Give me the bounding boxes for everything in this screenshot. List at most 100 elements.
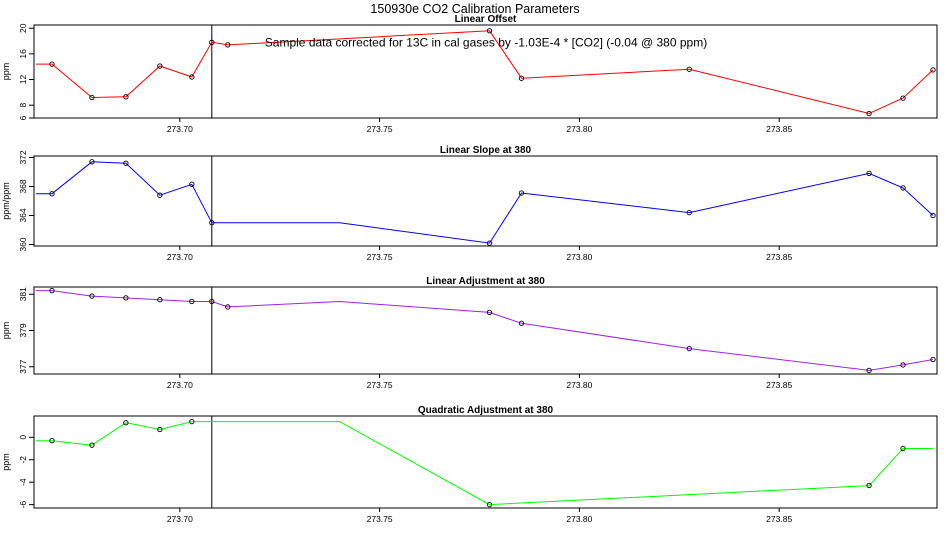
data-point xyxy=(209,220,215,226)
series-line xyxy=(36,30,934,115)
y-tick-label: 372 xyxy=(18,150,28,164)
data-point xyxy=(49,287,55,294)
y-tick-label: 0 xyxy=(18,435,28,440)
x-tick-label: 273.70 xyxy=(167,514,193,524)
y-tick-label: 20 xyxy=(18,23,28,33)
y-tick-label: -4 xyxy=(18,478,28,486)
data-point xyxy=(900,362,906,368)
x-tick-label: 273.70 xyxy=(167,380,193,390)
data-point xyxy=(89,94,95,101)
data-point xyxy=(686,209,692,216)
y-tick-label: 12 xyxy=(18,75,28,85)
y-tick-label: 377 xyxy=(18,359,28,373)
x-tick-label: 273.80 xyxy=(566,514,592,524)
x-tick-label: 273.75 xyxy=(367,124,393,134)
data-point xyxy=(189,181,195,187)
data-point xyxy=(225,42,231,48)
plot-frame xyxy=(33,155,938,247)
x-tick-label: 273.85 xyxy=(766,380,792,390)
x-tick-label: 273.75 xyxy=(367,380,393,390)
y-tick-label: 6 xyxy=(18,115,28,120)
data-point xyxy=(89,293,95,299)
data-point xyxy=(123,420,129,426)
y-tick-label: 379 xyxy=(18,323,28,337)
figure-title: 150930e CO2 Calibration Parameters xyxy=(370,2,579,16)
data-point xyxy=(866,110,872,117)
y-axis-label: ppm xyxy=(1,63,11,81)
data-point xyxy=(900,445,906,452)
data-point xyxy=(157,192,163,198)
series-line xyxy=(36,421,933,506)
data-point xyxy=(518,320,525,326)
data-point xyxy=(486,240,493,246)
panel-title: Linear Adjustment at 380 xyxy=(426,276,545,287)
data-point xyxy=(157,63,163,69)
y-axis-label: ppm/ppm xyxy=(1,182,11,220)
data-point xyxy=(123,160,129,166)
x-tick-label: 273.70 xyxy=(167,252,193,262)
y-tick-label: 8 xyxy=(18,103,28,108)
linear-adjustment-panel: Linear Adjustment at 380 ppm 377 379 381 273.… xyxy=(1,276,938,390)
data-point xyxy=(225,304,231,310)
data-point xyxy=(49,438,55,444)
data-point xyxy=(866,482,872,489)
x-tick-label: 273.70 xyxy=(167,124,193,134)
linear-offset-panel: Linear Offset ppm 6 8 12 16 20 273.70 273.75 273.… xyxy=(1,14,938,134)
data-point xyxy=(157,426,163,433)
chart-panels: Linear Offset ppm 6 8 12 16 20 273.70 273.75 273.… xyxy=(1,14,938,524)
panel-title: Quadratic Adjustment at 380 xyxy=(418,405,554,416)
data-point xyxy=(518,75,525,81)
data-point xyxy=(209,39,215,45)
y-tick-label: 16 xyxy=(18,49,28,59)
data-point xyxy=(900,95,906,101)
plot-frame xyxy=(33,24,938,119)
data-point xyxy=(189,298,195,305)
data-point xyxy=(900,185,906,191)
data-point xyxy=(89,442,95,448)
x-tick-label: 273.75 xyxy=(367,252,393,262)
data-point xyxy=(930,356,936,363)
data-point xyxy=(518,190,525,196)
annotation-text: Sample data corrected for 13C in cal gas… xyxy=(265,36,707,50)
y-tick-label: -2 xyxy=(18,456,28,464)
y-axis-label: ppm xyxy=(1,453,11,471)
x-tick-label: 273.85 xyxy=(766,124,792,134)
series-line xyxy=(36,161,934,244)
data-point xyxy=(49,61,55,67)
data-point xyxy=(123,295,129,301)
data-point xyxy=(486,501,493,508)
data-point xyxy=(89,159,95,165)
data-point xyxy=(189,418,195,425)
data-point xyxy=(189,74,195,80)
data-point xyxy=(686,66,692,72)
x-tick-label: 273.85 xyxy=(766,252,792,262)
x-tick-label: 273.80 xyxy=(566,252,592,262)
data-point xyxy=(930,212,936,219)
data-point xyxy=(209,298,215,305)
y-tick-label: 360 xyxy=(18,237,28,251)
x-tick-label: 273.85 xyxy=(766,514,792,524)
series-line xyxy=(36,290,934,371)
data-point xyxy=(157,297,163,303)
data-point xyxy=(866,367,872,374)
linear-slope-panel: Linear Slope at 380 ppm/ppm 360 364 368 372 27… xyxy=(1,145,938,262)
x-tick-label: 273.80 xyxy=(566,380,592,390)
y-axis-label: ppm xyxy=(1,322,11,340)
data-point xyxy=(930,67,936,73)
plot-frame xyxy=(33,415,938,509)
data-point xyxy=(123,94,129,100)
quadratic-adjustment-panel: Quadratic Adjustment at 380 ppm -6 -4 -2 0 273… xyxy=(1,405,938,524)
x-tick-label: 273.75 xyxy=(367,514,393,524)
panel-title: Linear Slope at 380 xyxy=(440,145,532,156)
y-tick-label: 381 xyxy=(18,287,28,301)
y-tick-label: -6 xyxy=(18,501,28,509)
panel-title: Linear Offset xyxy=(455,14,517,25)
y-tick-label: 368 xyxy=(18,179,28,193)
data-point xyxy=(486,309,493,316)
data-point xyxy=(486,28,493,34)
data-point xyxy=(49,191,55,197)
y-tick-label: 364 xyxy=(18,208,28,222)
x-tick-label: 273.80 xyxy=(566,124,592,134)
data-point xyxy=(686,345,692,352)
